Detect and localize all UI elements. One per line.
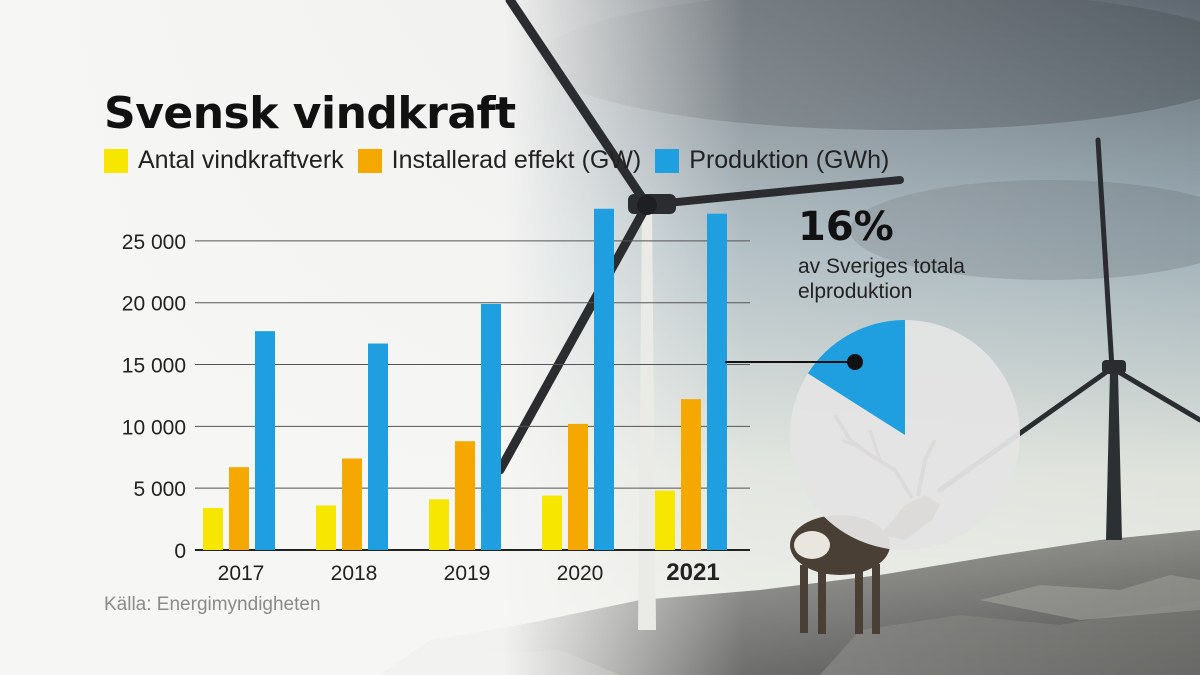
- bar-2020-series-1: [568, 423, 588, 550]
- legend: Antal vindkraftverk Installerad effekt (…: [104, 146, 889, 175]
- legend-item-effekt: Installerad effekt (GW): [357, 146, 642, 175]
- bar-2018-series-0: [316, 505, 336, 550]
- wind-turbine-large: [495, 0, 904, 630]
- x-tick-label: 2019: [444, 562, 491, 585]
- x-tick-label: 2020: [557, 562, 604, 585]
- pie-slice-vindkraft: [807, 320, 905, 435]
- x-tick-label: 2021: [666, 559, 719, 586]
- legend-label: Produktion (GWh): [689, 146, 890, 174]
- bar-2021-series-0: [655, 490, 675, 550]
- legend-swatch-yellow: [104, 148, 128, 173]
- bar-2018-series-2: [368, 343, 388, 550]
- bar-2017-series-1: [229, 467, 249, 550]
- legend-item-antal: Antal vindkraftverk: [104, 146, 344, 175]
- bar-2020-series-2: [594, 208, 614, 550]
- source-note: Källa: Energimyndigheten: [104, 594, 321, 615]
- y-tick-label: 10 000: [122, 416, 186, 439]
- bar-2017-series-2: [255, 331, 275, 550]
- y-tick-label: 5 000: [133, 478, 186, 501]
- highlight-description: av Sveriges totala elproduktion: [798, 255, 965, 303]
- y-tick-label: 0: [174, 540, 186, 563]
- x-tick-label: 2018: [331, 562, 378, 585]
- legend-label: Antal vindkraftverk: [138, 146, 344, 174]
- bar-2018-series-1: [342, 458, 362, 550]
- bar-2021-series-2: [707, 213, 727, 550]
- legend-label: Installerad effekt (GW): [391, 146, 642, 174]
- legend-swatch-blue: [655, 148, 680, 173]
- legend-swatch-orange: [357, 148, 382, 173]
- connector-dot: [847, 354, 863, 370]
- bar-2021-series-1: [681, 399, 701, 550]
- highlight-percent: 16%: [798, 204, 894, 250]
- y-tick-label: 20 000: [122, 293, 186, 316]
- bar-2020-series-0: [542, 495, 562, 550]
- bar-2019-series-2: [481, 303, 501, 550]
- bar-2017-series-0: [203, 507, 223, 550]
- legend-item-produktion: Produktion (GWh): [655, 146, 889, 175]
- x-tick-label: 2017: [218, 562, 265, 585]
- y-tick-label: 25 000: [122, 231, 186, 254]
- bar-2019-series-0: [429, 499, 449, 550]
- bar-2019-series-1: [455, 441, 475, 550]
- chart-title: Svensk vindkraft: [104, 88, 516, 139]
- y-tick-label: 15 000: [122, 355, 186, 378]
